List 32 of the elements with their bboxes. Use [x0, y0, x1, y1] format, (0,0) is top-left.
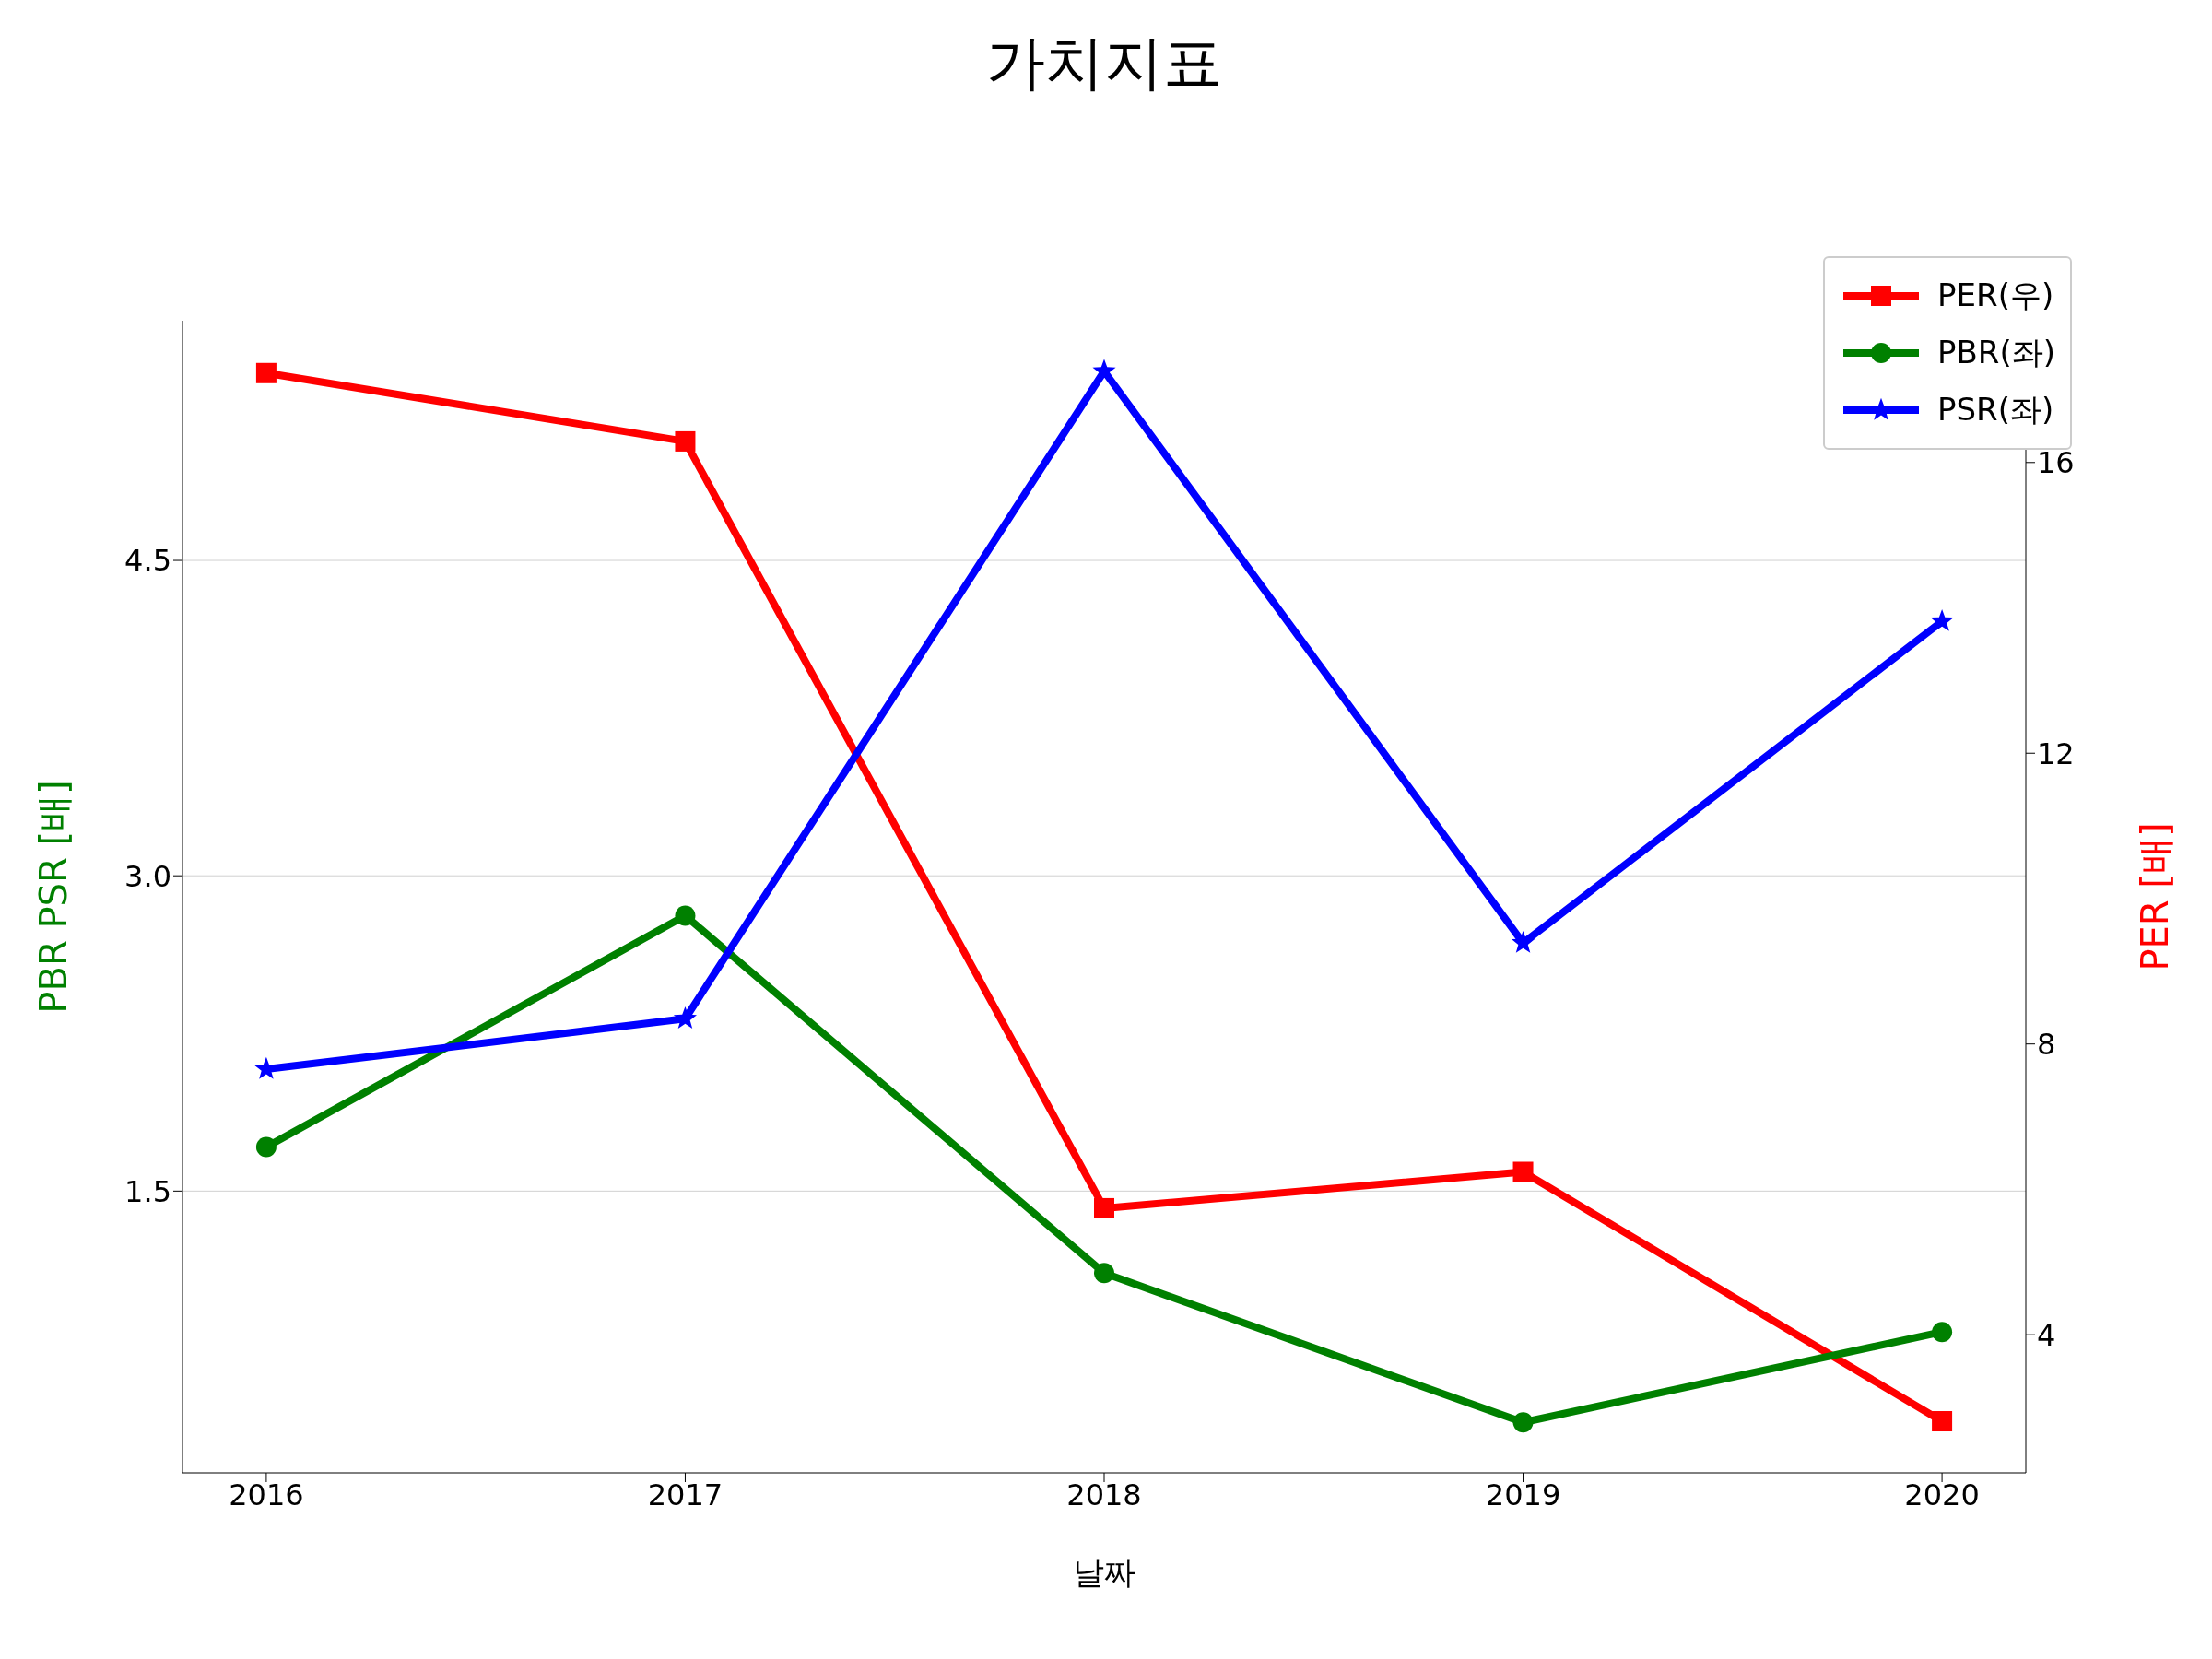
point: [1932, 1322, 1953, 1343]
legend-label: PBR(좌): [1937, 333, 2055, 372]
legend-label: PSR(좌): [1937, 390, 2054, 429]
y2-tick-label: 8: [2037, 1027, 2056, 1063]
x-tick-label: 2017: [647, 1477, 724, 1512]
point: [1512, 1161, 1534, 1182]
chart-title: 가치지표: [985, 28, 1223, 99]
point: [255, 362, 276, 383]
x-tick-label: 2016: [229, 1477, 304, 1512]
point: [1932, 1411, 1953, 1432]
y-tick-label: 4.5: [124, 543, 171, 579]
y2-tick-label: 4: [2037, 1317, 2056, 1353]
y-axis-title: PBR PSR [배]: [32, 780, 76, 1014]
legend-label: PER(우): [1937, 276, 2054, 315]
y-tick-label: 3.0: [124, 858, 171, 894]
y2-axis-title: PER [배]: [2134, 822, 2177, 971]
point: [255, 1136, 276, 1158]
point: [1512, 1412, 1534, 1433]
x-axis-title: 날짜: [1073, 1554, 1135, 1591]
x-tick-label: 2020: [1904, 1477, 1980, 1512]
point: [675, 905, 696, 926]
point: [1094, 1197, 1114, 1218]
x-tick-label: 2018: [1066, 1477, 1142, 1512]
y2-tick-label: 16: [2037, 445, 2075, 481]
point: [1094, 1263, 1114, 1284]
y-tick-label: 1.5: [124, 1173, 171, 1209]
point: [1930, 608, 1954, 631]
y2-tick-label: 12: [2037, 735, 2075, 771]
x-tick-label: 2019: [1485, 1477, 1561, 1512]
point: [1511, 930, 1535, 953]
point: [675, 430, 696, 452]
point: [673, 1006, 698, 1029]
